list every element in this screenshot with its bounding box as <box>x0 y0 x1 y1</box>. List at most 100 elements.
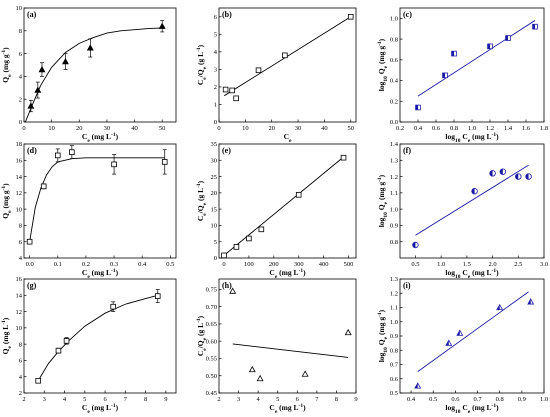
data-point <box>229 87 235 94</box>
y-tick-label: 10 <box>211 223 218 230</box>
data-point <box>471 188 478 195</box>
data-point <box>55 347 62 354</box>
x-tick-label: 3 <box>237 396 240 403</box>
data-point <box>340 154 347 161</box>
y-tick-label: 0 <box>214 119 217 126</box>
x-tick-label: 7 <box>315 396 319 403</box>
x-tick-label: 50 <box>347 125 354 132</box>
data-point <box>154 293 161 299</box>
plot-frame <box>23 7 177 123</box>
y-tick-label: 0.5 <box>390 390 398 397</box>
panel-label: (c) <box>403 10 412 19</box>
data-point <box>451 50 457 57</box>
y-tick-label: 14 <box>16 174 23 181</box>
x-tick-label: 2.0 <box>489 261 497 268</box>
x-axis-label: log10 Ce (mg L-1) <box>445 132 499 144</box>
x-tick-label: 5 <box>83 396 86 403</box>
y-tick-label: 0.65 <box>206 321 217 328</box>
y-tick-label: 1.4 <box>390 141 399 148</box>
y-tick-label: 1.0 <box>390 16 398 23</box>
y-tick-label: 35 <box>211 141 218 148</box>
data-point <box>69 149 75 155</box>
x-tick-label: 1.2 <box>486 125 494 132</box>
y-tick-label: 0.7 <box>390 362 399 369</box>
y-tick-label: 0.55 <box>206 356 217 363</box>
x-tick-label: 1.8 <box>540 125 548 132</box>
data-point <box>515 173 522 180</box>
y-tick-label: 0.6 <box>390 57 399 64</box>
x-tick-label: 300 <box>294 261 304 268</box>
plot-frame <box>23 278 177 394</box>
y-tick-label: 4 <box>214 49 218 56</box>
panel-a: (a) 0 10 20 30 40 50 0 2 4 6 8 10 Ce (mg L-1) Qe (mg g… <box>1 5 177 144</box>
y-tick-label: 5 <box>214 32 217 39</box>
y-tick-label: 30 <box>211 157 218 164</box>
y-tick-label: 0.8 <box>390 36 398 43</box>
data-point <box>248 365 256 373</box>
data-point <box>295 192 302 198</box>
y-tick-label: 2 <box>19 390 22 397</box>
x-axis-label: log10 Ce (mg L-1) <box>445 268 499 280</box>
panel-label: (b) <box>222 10 232 19</box>
y-tick-label: 1 <box>214 102 217 109</box>
fit-curve <box>29 157 165 242</box>
y-axis-label: Qe (mg g-1) <box>1 183 13 219</box>
data-point <box>61 57 69 65</box>
x-tick-label: 6 <box>103 396 107 403</box>
y-axis-label: log10 Qe (mg g-1) <box>377 174 389 227</box>
y-tick-label: 1.1 <box>390 190 398 197</box>
y-axis-label: Ce/Qe (g L-1) <box>196 180 208 221</box>
x-tick-label: 9 <box>354 396 357 403</box>
x-tick-label: 0.4 <box>138 261 147 268</box>
fit-line <box>232 343 349 358</box>
data-point <box>499 168 507 175</box>
x-tick-label: 20 <box>268 125 275 132</box>
x-tick-label: 3 <box>43 396 46 403</box>
y-axis-label: Qe (mg L-1) <box>1 317 13 354</box>
x-tick-label: 10 <box>48 125 55 132</box>
fit-line <box>417 291 529 372</box>
x-tick-label: 0 <box>217 125 220 132</box>
data-point <box>38 65 46 73</box>
x-tick-label: 3.0 <box>540 261 548 268</box>
y-tick-label: 0.9 <box>390 223 398 230</box>
y-tick-label: 3 <box>214 67 217 74</box>
data-point <box>63 338 70 344</box>
x-tick-label: 0.6 <box>432 125 441 132</box>
panel-h: (h) 2 3 4 5 6 7 8 9 0.45 0.50 0.55 0.60 0.65 0.70 0.75 C… <box>196 278 358 415</box>
x-axis-label: Ce <box>284 132 292 144</box>
x-tick-label: 100 <box>244 261 254 268</box>
x-tick-label: 0.0 <box>26 261 34 268</box>
x-tick-label: 2 <box>217 396 220 403</box>
y-tick-label: 1.0 <box>390 206 398 213</box>
panel-label: (a) <box>27 10 37 19</box>
y-tick-label: 0.50 <box>206 373 217 380</box>
data-point <box>86 44 94 51</box>
x-tick-label: 8 <box>335 396 338 403</box>
y-tick-label: 1.1 <box>390 305 398 312</box>
data-point <box>54 152 61 159</box>
x-tick-label: 40 <box>321 125 328 132</box>
x-tick-label: 0 <box>222 261 225 268</box>
y-tick-label: 1.2 <box>390 290 398 297</box>
x-tick-label: 0.2 <box>82 261 90 268</box>
data-point <box>233 244 240 250</box>
x-axis-label: Ce (mg L-1) <box>82 268 119 280</box>
x-tick-label: 30 <box>104 125 111 132</box>
x-tick-label: 5 <box>276 396 279 403</box>
x-tick-label: 0.5 <box>411 261 419 268</box>
y-tick-label: 1.0 <box>390 319 398 326</box>
panel-e: (e) 0 100 200 300 400 500 0 5 10 15 20 25 30 35 Ce (mg … <box>196 141 357 280</box>
y-tick-label: 12 <box>16 190 23 197</box>
fit-line <box>417 20 536 97</box>
data-point <box>414 382 422 389</box>
y-tick-label: 20 <box>211 190 218 197</box>
x-tick-label: 4 <box>257 396 261 403</box>
x-tick-label: 20 <box>76 125 83 132</box>
y-tick-label: 0.6 <box>390 376 399 383</box>
panel-i: (i) 0.4 0.5 0.6 0.7 0.8 0.9 1.0 0.5 0.6 0.7 0.8 0.9 1… <box>377 276 548 415</box>
x-tick-label: 6 <box>296 396 300 403</box>
x-axis-label: Ce (mg L-1) <box>82 132 119 144</box>
x-tick-label: 1.6 <box>522 125 531 132</box>
x-tick-label: 40 <box>131 125 138 132</box>
